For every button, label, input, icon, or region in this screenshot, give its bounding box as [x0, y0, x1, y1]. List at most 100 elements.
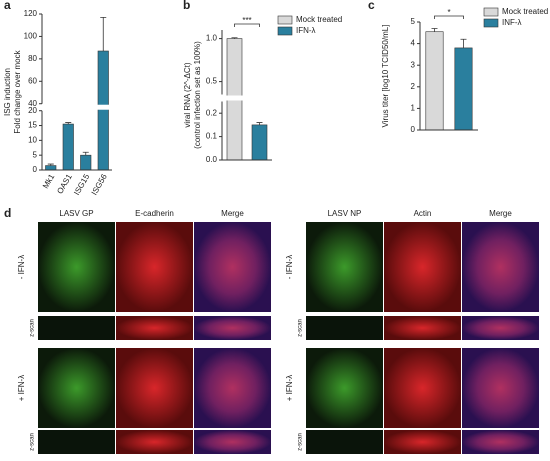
column-label: Merge [489, 209, 512, 218]
legend-label: Mock treated [502, 7, 548, 16]
micrograph [384, 348, 461, 428]
micrograph [38, 348, 115, 428]
y-tick-label: 0.1 [206, 132, 218, 141]
panel-label: c [368, 0, 375, 12]
y-axis-label: ISG induction [3, 68, 12, 116]
micrograph [462, 222, 539, 312]
y-tick-label: 2 [411, 82, 416, 91]
y-tick-label: 5 [33, 150, 38, 159]
zscan-label: z-scan [298, 319, 304, 337]
row-label: + IFN-λ [17, 375, 26, 401]
significance-label: * [447, 8, 450, 17]
y-tick-label: 0.0 [206, 155, 218, 164]
micrograph [194, 348, 271, 428]
bar [97, 50, 109, 171]
zscan-image [194, 316, 271, 340]
micrograph [384, 222, 461, 312]
column-label: Actin [414, 209, 432, 218]
error-bar [65, 122, 72, 125]
y-axis-label: Virus titer [log10 TCID50/mL] [381, 25, 390, 128]
y-tick-label: 0.5 [206, 77, 218, 86]
legend-swatch [483, 18, 499, 28]
bar [251, 124, 268, 161]
row-label: - IFN-λ [285, 255, 294, 279]
zscan-image [38, 316, 115, 340]
micrograph [306, 222, 383, 312]
significance-label: *** [242, 16, 251, 25]
y-tick-label: 80 [28, 54, 37, 63]
panel-label: b [183, 0, 190, 12]
y-axis-label: viral RNA (2^-ΔCt) [183, 62, 192, 127]
y-tick-label: 0 [411, 125, 416, 134]
panel-label: a [4, 0, 11, 12]
column-label: Merge [221, 209, 244, 218]
y-tick-label: 120 [24, 9, 38, 18]
zscan-image [384, 316, 461, 340]
y-tick-label: 1 [411, 104, 416, 113]
y-tick-label: 1.0 [206, 34, 218, 43]
zscan-image [306, 316, 383, 340]
panel-label: d [4, 206, 11, 220]
error-bar [256, 122, 263, 125]
significance-bracket [234, 23, 260, 27]
column-label: E-cadherin [135, 209, 174, 218]
micrograph [38, 222, 115, 312]
zscan-image [306, 430, 383, 454]
y-tick-label: 40 [28, 99, 37, 108]
zscan-label: z-scan [30, 433, 36, 451]
y-tick-label: 5 [411, 17, 416, 26]
x-tick-label: ISG56 [90, 172, 109, 197]
column-label: LASV GP [59, 209, 93, 218]
zscan-label: z-scan [298, 433, 304, 451]
error-bar [100, 16, 107, 52]
zscan-label: z-scan [30, 319, 36, 337]
legend-swatch [277, 26, 293, 36]
y-tick-label: 60 [28, 76, 37, 85]
y-tick-label: 4 [411, 39, 416, 48]
x-tick-label: Mk1 [41, 172, 57, 190]
y-tick-label: 100 [24, 32, 38, 41]
error-bar [47, 163, 54, 166]
significance-bracket [434, 15, 464, 19]
y-tick-label: 10 [28, 135, 37, 144]
bar [45, 165, 57, 171]
y-tick-label: 20 [28, 106, 37, 115]
zscan-image [38, 430, 115, 454]
zscan-image [116, 316, 193, 340]
legend-label: Mock treated [296, 15, 342, 24]
error-bar [231, 37, 238, 39]
zscan-image [194, 430, 271, 454]
row-label: - IFN-λ [17, 255, 26, 279]
y-tick-label: 3 [411, 60, 416, 69]
y-axis-label: Fold change over mock [13, 49, 22, 133]
zscan-image [384, 430, 461, 454]
y-tick-label: 0 [33, 165, 38, 174]
y-tick-label: 15 [28, 121, 37, 130]
bar [62, 123, 74, 171]
error-bar [431, 28, 438, 32]
bar [425, 31, 444, 131]
y-tick-label: 0.2 [206, 108, 218, 117]
y-axis-label: (control infection set as 100%) [193, 41, 202, 149]
micrograph [116, 222, 193, 312]
legend-swatch [277, 15, 293, 25]
micrograph [462, 348, 539, 428]
axis-break [216, 95, 274, 101]
row-label: + IFN-λ [285, 375, 294, 401]
legend-label: INF-λ [502, 18, 522, 27]
error-bar [460, 38, 467, 48]
zscan-image [462, 430, 539, 454]
legend-label: IFN-λ [296, 26, 316, 35]
micrograph [116, 348, 193, 428]
zscan-image [462, 316, 539, 340]
axis-break [36, 104, 114, 110]
x-tick-label: ISG15 [72, 172, 91, 197]
micrograph [306, 348, 383, 428]
bar [454, 47, 473, 131]
micrograph [194, 222, 271, 312]
legend-swatch [483, 7, 499, 17]
bar [80, 154, 92, 171]
zscan-image [116, 430, 193, 454]
error-bar [82, 151, 89, 156]
